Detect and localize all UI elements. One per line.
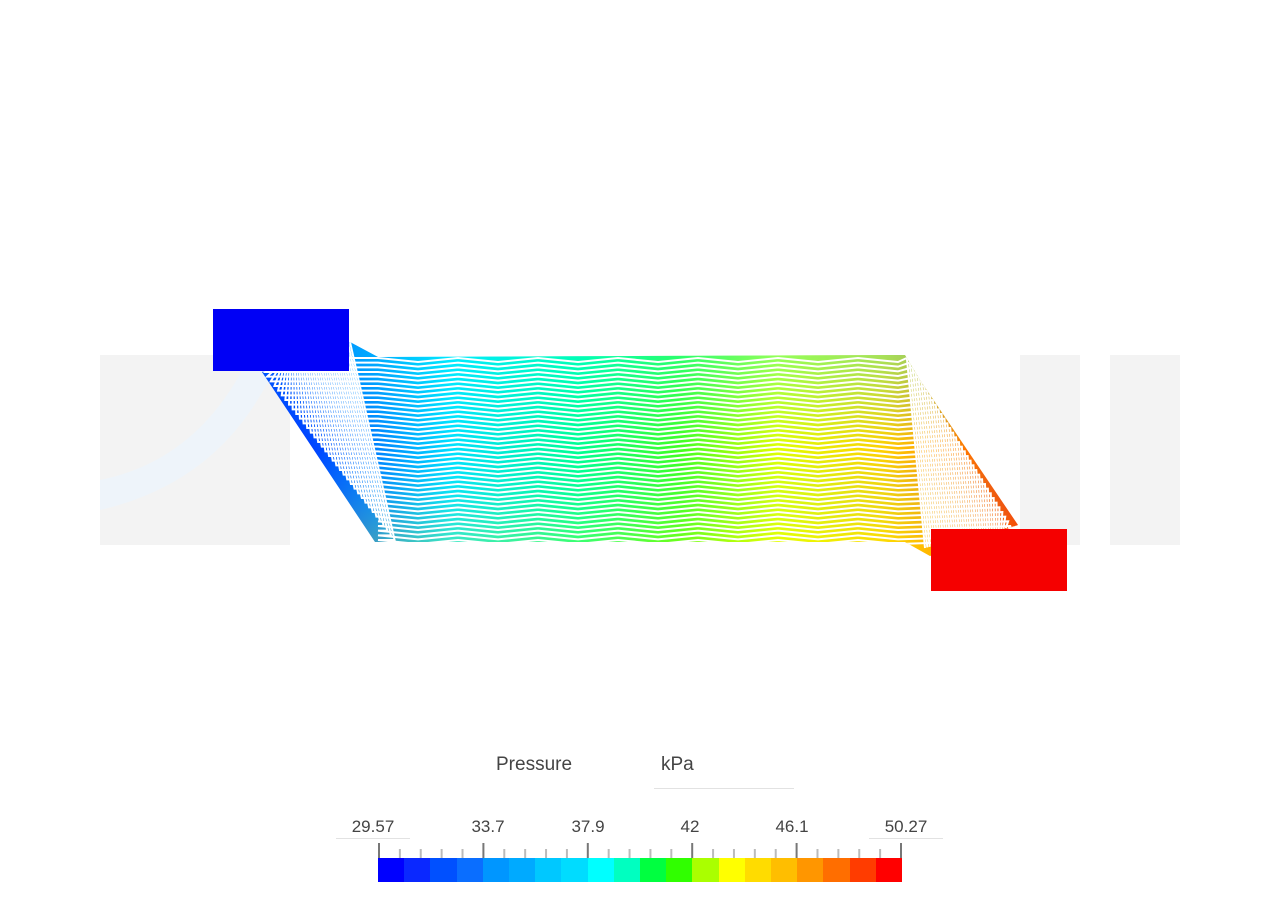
outlet-block[interactable] (931, 529, 1067, 591)
contour-gap-line (262, 366, 931, 547)
colorbar-segment (718, 858, 745, 882)
colorbar-segment (744, 858, 772, 882)
colorbar (378, 858, 903, 882)
colorbar-segment (378, 858, 405, 882)
contour-gap-line (338, 345, 1007, 529)
colorbar-segment (456, 858, 483, 882)
contour-gap-line (344, 343, 1017, 536)
contour-gap-line (262, 361, 929, 548)
contour-gap-line (297, 359, 959, 541)
tick-label: 37.9 (571, 817, 605, 836)
contour-gap-line (276, 363, 943, 545)
contour-gap-line (287, 362, 950, 543)
contour-gap-line (303, 357, 966, 539)
contour-gap-line (312, 354, 975, 537)
contour-gap-line (291, 361, 952, 542)
legend-unit[interactable]: kPa (661, 754, 694, 775)
contour-gap-line (346, 342, 1018, 541)
contour-gap-line (263, 365, 933, 547)
tick-label: 33.7 (471, 817, 505, 836)
colorbar-segment (823, 858, 850, 882)
contour-gap-line (336, 345, 1004, 530)
tick-label: 29.57 (351, 817, 395, 836)
colorbar-segment (640, 858, 667, 882)
contour-gap-line (295, 359, 956, 541)
tick-label: 42 (680, 817, 700, 836)
contour-gap-line (328, 348, 993, 532)
contour-gap-line (318, 352, 982, 535)
colorbar-segment (404, 858, 431, 882)
contour-gap-line (332, 347, 998, 531)
colorbar-segment (509, 858, 536, 882)
flow-region (262, 342, 1018, 556)
contour-gap-line (293, 360, 954, 542)
contour-gap-line (305, 356, 968, 538)
contour-gap-line (334, 346, 1001, 530)
colorbar-segment (535, 858, 562, 882)
unit-underline (654, 788, 794, 789)
colorbar-segment (849, 858, 876, 882)
watermark-logo (100, 355, 1180, 545)
contour-gap-line (310, 355, 973, 537)
colorbar-segment (666, 858, 693, 882)
contour-gap-line (269, 365, 938, 546)
contour-gap-line (307, 355, 970, 538)
contour-gap-line (340, 344, 1010, 529)
contour-gap-line (324, 350, 989, 533)
legend-title: Pressure (496, 754, 573, 775)
contour-gap-line (284, 362, 947, 544)
contour-gap-line (330, 348, 996, 532)
colorbar-segment (561, 858, 588, 882)
colorbar-segment (613, 858, 641, 882)
contour-gap-line (322, 350, 986, 534)
colorbar-ticks (378, 843, 902, 858)
contour-gap-line (280, 363, 945, 544)
colorbar-segment (875, 858, 903, 882)
contour-gap-line (316, 352, 980, 536)
contour-gap-line (301, 357, 963, 540)
colorbar-segment (587, 858, 614, 882)
colorbar-segment (482, 858, 510, 882)
colorbar-segment (430, 858, 457, 882)
colorbar-segment (797, 858, 824, 882)
contour-gap-line (299, 358, 961, 540)
contour-gap-line (320, 351, 984, 534)
max-underline (869, 838, 943, 839)
inlet-block[interactable] (213, 309, 349, 371)
contour-gap-line (342, 343, 1012, 532)
colorbar-segment (771, 858, 798, 882)
tick-label: 46.1 (775, 817, 809, 836)
contour-gap-line (264, 365, 936, 546)
contour-gap-line (326, 349, 991, 533)
tick-label: 50.27 (884, 817, 928, 836)
contour-gap-line (273, 364, 940, 545)
contour-gap-line (314, 353, 977, 536)
contour-gap-line (262, 356, 926, 549)
min-underline (336, 838, 410, 839)
colorbar-segment (692, 858, 719, 882)
